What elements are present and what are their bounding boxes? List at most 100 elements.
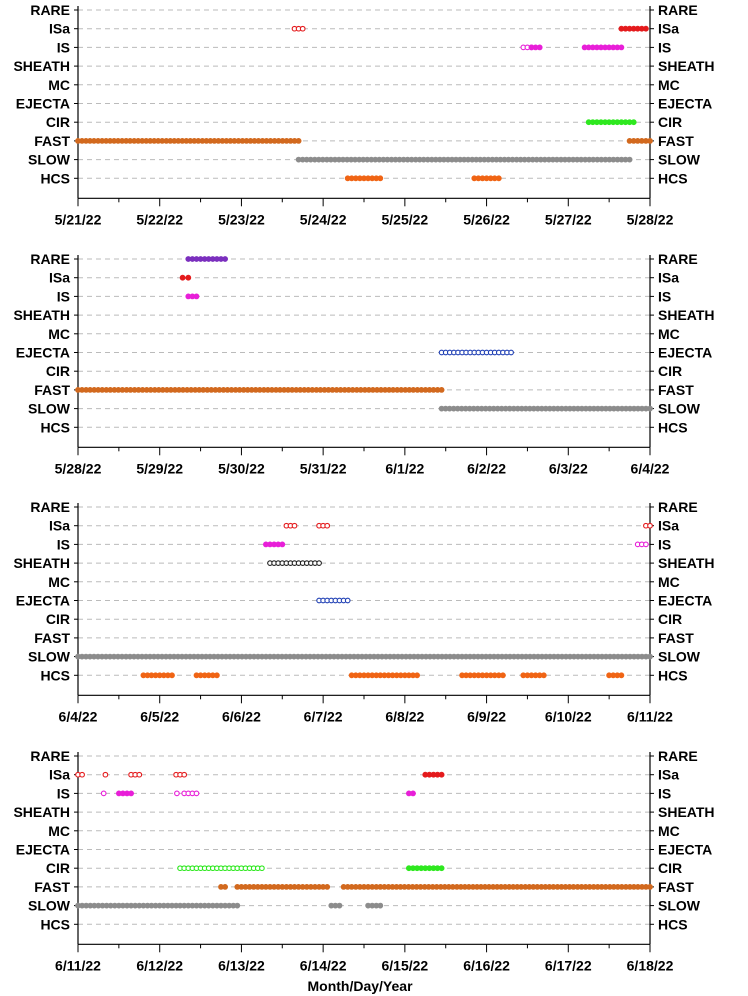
data-point bbox=[643, 541, 649, 548]
series-hcs bbox=[140, 672, 625, 679]
data-point bbox=[508, 349, 514, 356]
category-label-right: SLOW bbox=[658, 401, 701, 417]
category-label-right: IS bbox=[658, 785, 671, 801]
data-point bbox=[344, 597, 351, 604]
x-tick-label: 6/6/22 bbox=[222, 708, 261, 724]
series-is bbox=[185, 293, 200, 300]
data-point bbox=[647, 405, 653, 412]
series-hcs bbox=[344, 175, 502, 182]
data-point bbox=[234, 902, 241, 909]
category-label-left: RARE bbox=[30, 2, 70, 18]
series-isa bbox=[283, 522, 653, 529]
data-point bbox=[185, 274, 192, 281]
category-label-left: SHEATH bbox=[13, 307, 70, 323]
category-label-left: ISa bbox=[49, 518, 70, 534]
category-label-right: HCS bbox=[658, 170, 688, 186]
data-point bbox=[299, 25, 306, 32]
category-label-left: FAST bbox=[34, 630, 70, 646]
category-label-left: SLOW bbox=[28, 898, 71, 914]
category-label-left: EJECTA bbox=[16, 96, 70, 112]
x-tick-label: 6/8/22 bbox=[385, 708, 424, 724]
x-tick-label: 6/13/22 bbox=[218, 957, 265, 973]
data-point bbox=[193, 790, 200, 797]
category-label-right: SLOW bbox=[658, 649, 701, 665]
series-ejecta bbox=[438, 349, 514, 356]
category-label-left: IS bbox=[57, 288, 70, 304]
category-label-left: SHEATH bbox=[13, 804, 70, 820]
series-sheath bbox=[267, 560, 322, 566]
category-label-left: SHEATH bbox=[13, 555, 70, 571]
data-point bbox=[438, 771, 445, 778]
category-label-left: ISa bbox=[49, 270, 70, 286]
category-label-left: MC bbox=[48, 574, 70, 590]
category-label-right: ISa bbox=[658, 21, 679, 37]
category-label-right: RARE bbox=[658, 2, 698, 18]
data-point bbox=[647, 884, 653, 890]
category-label-right: FAST bbox=[658, 382, 694, 398]
category-label-right: IS bbox=[658, 39, 671, 55]
series-isa bbox=[179, 274, 192, 281]
category-label-left: IS bbox=[57, 536, 70, 552]
category-label-right: SLOW bbox=[658, 898, 701, 914]
data-point bbox=[100, 790, 107, 797]
category-label-right: MC bbox=[658, 77, 680, 93]
data-point bbox=[291, 522, 298, 529]
data-point bbox=[647, 653, 653, 660]
category-label-left: RARE bbox=[30, 251, 70, 267]
data-point bbox=[414, 672, 420, 679]
series-fast bbox=[75, 386, 445, 393]
category-label-right: FAST bbox=[658, 879, 694, 895]
category-label-left: MC bbox=[48, 77, 70, 93]
category-label-right: RARE bbox=[658, 251, 698, 267]
category-label-right: CIR bbox=[658, 860, 682, 876]
data-point bbox=[643, 25, 649, 32]
category-label-right: IS bbox=[658, 288, 671, 304]
data-point bbox=[169, 672, 175, 679]
category-label-left: EJECTA bbox=[16, 842, 70, 858]
data-point bbox=[626, 156, 633, 163]
category-label-right: ISa bbox=[658, 270, 679, 286]
chart-panel-2: RARE RARE ISa ISa IS IS SHEATH SHEATH MC MC EJECTA… bbox=[13, 251, 714, 476]
data-point bbox=[295, 137, 302, 144]
category-label-left: MC bbox=[48, 823, 70, 839]
data-point bbox=[222, 256, 228, 262]
data-point bbox=[324, 522, 331, 529]
category-label-left: CIR bbox=[46, 860, 70, 876]
category-label-right: EJECTA bbox=[658, 842, 712, 858]
x-tick-label: 5/21/22 bbox=[55, 211, 102, 227]
data-point bbox=[540, 672, 547, 679]
data-point bbox=[438, 865, 445, 872]
category-label-left: HCS bbox=[40, 419, 70, 435]
data-point bbox=[438, 386, 445, 393]
category-label-right: EJECTA bbox=[658, 345, 712, 361]
category-label-right: MC bbox=[658, 574, 680, 590]
data-point bbox=[181, 771, 188, 778]
x-tick-label: 6/16/22 bbox=[463, 957, 510, 973]
data-point bbox=[618, 44, 625, 51]
category-label-left: SLOW bbox=[28, 649, 71, 665]
category-label-left: SLOW bbox=[28, 401, 71, 417]
category-label-left: SHEATH bbox=[13, 58, 70, 74]
x-tick-label: 6/1/22 bbox=[385, 460, 424, 476]
x-tick-label: 5/25/22 bbox=[381, 211, 428, 227]
x-tick-label: 6/7/22 bbox=[304, 708, 343, 724]
data-point bbox=[193, 293, 200, 300]
chart-panel-1: RARE RARE ISa ISa IS IS SHEATH SHEATH MC MC EJECTA… bbox=[13, 2, 714, 227]
category-label-right: ISa bbox=[658, 767, 679, 783]
category-label-right: CIR bbox=[658, 363, 682, 379]
data-point bbox=[647, 137, 653, 144]
category-label-right: FAST bbox=[658, 133, 694, 149]
category-label-left: SLOW bbox=[28, 152, 71, 168]
data-point bbox=[102, 771, 109, 778]
category-label-left: FAST bbox=[34, 133, 70, 149]
category-label-left: HCS bbox=[40, 170, 70, 186]
x-tick-label: 6/17/22 bbox=[545, 957, 592, 973]
x-tick-label: 6/12/22 bbox=[136, 957, 183, 973]
series-slow bbox=[438, 405, 653, 412]
data-point bbox=[324, 884, 331, 890]
x-tick-label: 5/22/22 bbox=[136, 211, 183, 227]
x-tick-label: 5/26/22 bbox=[463, 211, 510, 227]
series-slow bbox=[75, 653, 653, 660]
category-label-right: EJECTA bbox=[658, 96, 712, 112]
